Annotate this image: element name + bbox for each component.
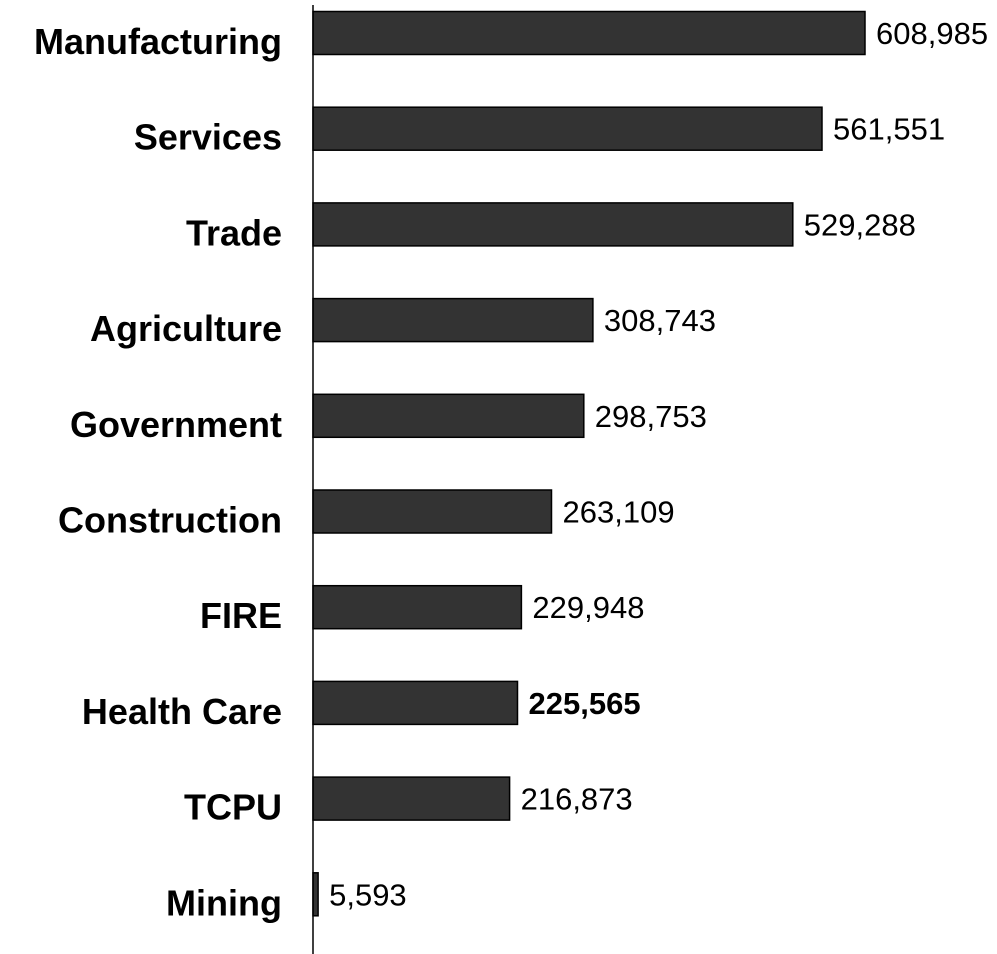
value-label-government: 298,753	[595, 399, 707, 434]
value-label-health-care: 225,565	[529, 686, 641, 721]
category-label-manufacturing: Manufacturing	[34, 21, 282, 62]
value-labels: 608,985 561,551 529,288 308,743 298,753 263,1…	[329, 16, 988, 912]
bar-fire	[312, 584, 523, 630]
category-label-government: Government	[70, 404, 282, 445]
bar-construction	[312, 489, 553, 534]
category-label-tcpu: TCPU	[184, 787, 282, 828]
value-label-fire: 229,948	[532, 590, 644, 625]
category-label-health-care: Health Care	[82, 691, 282, 732]
value-label-tcpu: 216,873	[521, 782, 633, 817]
value-label-agriculture: 308,743	[604, 303, 716, 338]
category-label-trade: Trade	[186, 212, 282, 253]
category-label-services: Services	[134, 117, 282, 158]
bar-government	[312, 393, 585, 439]
bar-tcpu	[312, 776, 511, 821]
bar-services	[312, 106, 823, 151]
bar-group	[312, 10, 866, 917]
value-label-manufacturing: 608,985	[876, 16, 988, 51]
bar-mining	[312, 872, 319, 917]
value-label-mining: 5,593	[329, 877, 407, 912]
category-label-fire: FIRE	[200, 595, 282, 636]
bar-health-care	[312, 680, 519, 726]
category-label-agriculture: Agriculture	[90, 308, 282, 349]
value-label-services: 561,551	[833, 112, 945, 147]
category-labels: Manufacturing Services Trade Agriculture Gov…	[34, 21, 282, 923]
bar-manufacturing	[312, 10, 866, 56]
category-label-construction: Construction	[58, 500, 282, 541]
bar-agriculture	[312, 297, 594, 343]
value-label-construction: 263,109	[563, 495, 675, 530]
value-label-trade: 529,288	[804, 207, 916, 242]
category-label-mining: Mining	[166, 882, 282, 923]
bar-trade	[312, 202, 794, 247]
